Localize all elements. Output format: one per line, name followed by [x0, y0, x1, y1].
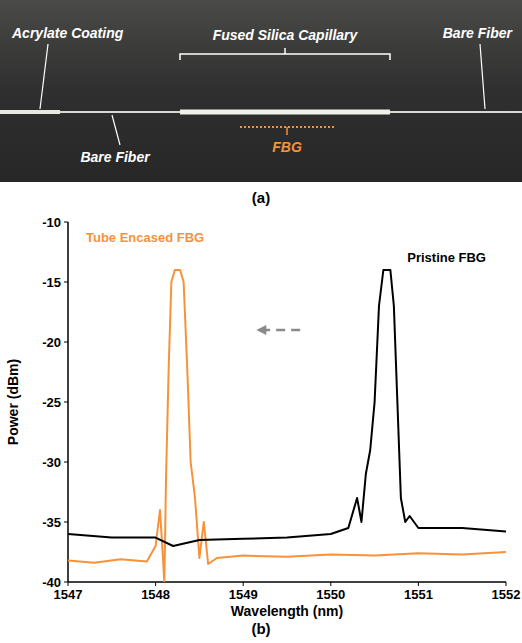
x-tick: [506, 582, 507, 586]
x-tick: [330, 582, 331, 586]
x-tick-label: 1552: [492, 587, 521, 602]
photo-label: Acrylate Coating: [11, 25, 124, 41]
photo-background: [0, 0, 522, 182]
caption: (b): [251, 620, 270, 637]
series-line: [68, 270, 506, 582]
bare-fiber: [60, 111, 522, 113]
y-tick: [64, 582, 68, 583]
y-tick: [64, 222, 68, 223]
y-tick: [64, 462, 68, 463]
axes: 154715481549155015511552-40-35-30-25-20-…: [5, 215, 520, 620]
legend: Tube Encased FBG Pristine FBG: [86, 230, 486, 265]
legend-entry: Tube Encased FBG: [86, 230, 204, 245]
capillary: [180, 110, 390, 115]
x-tick: [68, 582, 69, 586]
y-tick-label: -25: [42, 395, 61, 410]
x-tick: [155, 582, 156, 586]
x-tick: [243, 582, 244, 586]
y-tick: [64, 282, 68, 283]
y-tick: [64, 342, 68, 343]
y-tick: [64, 402, 68, 403]
x-tick-label: 1551: [404, 587, 433, 602]
x-axis: [68, 581, 506, 583]
legend-entry: Pristine FBG: [407, 250, 486, 265]
photo-label: FBG: [272, 139, 302, 155]
leader: [40, 44, 48, 109]
y-tick-label: -30: [42, 455, 61, 470]
x-tick: [418, 582, 419, 586]
y-tick: [64, 522, 68, 523]
photo-label: Fused Silica Capillary: [213, 27, 359, 43]
bracket: [180, 48, 390, 60]
arrow-head: [256, 325, 266, 335]
plot-area: [68, 270, 506, 582]
x-axis-title: Wavelength (nm): [231, 603, 343, 619]
photo-label: Bare Fiber: [80, 149, 151, 165]
x-tick-label: 1549: [229, 587, 258, 602]
y-tick-label: -20: [42, 335, 61, 350]
shift-arrow: [264, 329, 300, 332]
x-tick-label: 1550: [316, 587, 345, 602]
x-tick-label: 1548: [141, 587, 170, 602]
photo-label: Bare Fiber: [443, 25, 514, 41]
y-tick-label: -10: [42, 215, 61, 230]
y-tick-label: -35: [42, 515, 61, 530]
y-tick-label: -15: [42, 275, 61, 290]
leader: [480, 44, 485, 109]
photo: Acrylate Coating Fused Silica Capillary Ba…: [0, 0, 522, 182]
caption: (a): [252, 189, 270, 206]
coating: [0, 110, 60, 114]
fbg-leader: [286, 127, 288, 135]
figure: Acrylate Coating Fused Silica Capillary Ba…: [0, 0, 522, 643]
y-tick-label: -40: [42, 575, 61, 590]
y-axis-title: Power (dBm): [5, 359, 21, 445]
leader: [112, 115, 120, 145]
series-line: [68, 270, 506, 546]
